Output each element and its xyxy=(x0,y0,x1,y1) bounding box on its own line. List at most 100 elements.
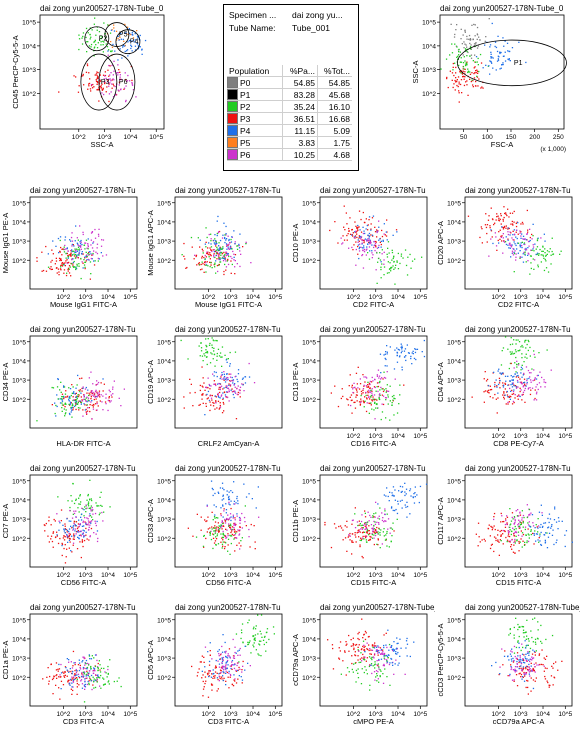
event-point-p2 xyxy=(365,539,367,541)
event-point-p2 xyxy=(87,253,89,255)
event-point-p4 xyxy=(214,514,216,516)
event-point-p4 xyxy=(425,483,428,485)
event-point-p4 xyxy=(209,642,211,644)
event-point-p6 xyxy=(94,228,96,231)
event-point-p2 xyxy=(229,351,231,354)
event-point-p6 xyxy=(81,683,84,685)
event-point-p2 xyxy=(63,386,66,388)
event-point-p6 xyxy=(517,386,519,388)
event-point-p3 xyxy=(337,405,340,408)
event-point-p2 xyxy=(72,513,74,515)
y-tick-label: 10^5 xyxy=(302,478,316,485)
event-point-p3 xyxy=(342,660,344,662)
x-tick-label: 10^5 xyxy=(123,572,137,579)
event-point-p2 xyxy=(209,362,212,364)
event-point-p4 xyxy=(134,45,137,47)
event-point-p4 xyxy=(490,229,492,231)
event-point-p3 xyxy=(338,657,340,659)
event-point-p4 xyxy=(226,657,229,659)
event-point-p2 xyxy=(205,338,207,340)
event-point-p6 xyxy=(514,250,516,252)
event-point-p2 xyxy=(253,626,255,628)
event-point-p2 xyxy=(391,402,393,404)
event-point-p6 xyxy=(535,393,538,395)
event-point-p4 xyxy=(218,649,220,651)
plot-frame xyxy=(39,14,165,130)
event-point-p6 xyxy=(104,75,106,77)
event-point-p3 xyxy=(217,688,219,690)
event-point-p6 xyxy=(77,673,80,675)
event-point-p4 xyxy=(88,672,90,674)
event-point-p4 xyxy=(494,384,496,386)
event-point-p4 xyxy=(219,377,221,380)
event-point-p4 xyxy=(64,239,66,241)
event-point-p6 xyxy=(244,521,246,523)
event-point-p3 xyxy=(219,672,221,674)
event-point-p2 xyxy=(252,628,255,630)
event-point-p3 xyxy=(60,680,63,682)
population-swatch xyxy=(227,136,238,149)
event-point-p4 xyxy=(73,245,75,247)
event-point-p4 xyxy=(510,256,512,258)
event-point-p3 xyxy=(131,79,133,82)
event-point-p3 xyxy=(97,76,99,79)
event-point-p6 xyxy=(536,374,538,377)
event-point-p3 xyxy=(357,253,359,255)
event-point-p4 xyxy=(129,39,131,42)
event-point-p2 xyxy=(520,346,522,348)
event-point-p4 xyxy=(76,403,78,405)
event-point-p4 xyxy=(393,641,395,643)
event-point-p6 xyxy=(102,255,104,257)
event-point-p2 xyxy=(80,501,82,503)
event-point-p3 xyxy=(227,244,229,246)
event-point-p6 xyxy=(505,519,507,522)
event-point-p4 xyxy=(412,350,414,352)
event-point-p3 xyxy=(506,516,509,518)
event-point-p4 xyxy=(80,403,82,405)
event-point-p2 xyxy=(544,258,546,261)
event-point-p6 xyxy=(361,514,363,516)
event-point-p2 xyxy=(212,547,214,550)
event-point-p2 xyxy=(544,252,546,254)
y-axis-label: CD4 APC-A xyxy=(436,362,445,402)
legend-row: P5 3.83 1.75 xyxy=(227,136,352,149)
event-point-p2 xyxy=(213,534,215,536)
event-point-p6 xyxy=(77,244,79,246)
event-point-p3 xyxy=(223,677,225,679)
event-point-p6 xyxy=(370,524,373,526)
event-point-p3 xyxy=(458,92,460,94)
event-point-p6 xyxy=(349,535,351,537)
y-tick-label: 10^4 xyxy=(302,497,316,504)
event-point-p4 xyxy=(69,678,72,681)
event-point-p3 xyxy=(91,392,93,395)
event-point-p3 xyxy=(364,510,366,512)
event-point-p3 xyxy=(357,655,359,657)
event-point-p2 xyxy=(221,365,223,367)
event-point-p6 xyxy=(386,659,388,661)
event-point-p6 xyxy=(212,373,214,375)
event-point-p2 xyxy=(215,517,218,519)
event-point-p4 xyxy=(376,646,378,648)
event-point-p4 xyxy=(492,242,494,245)
event-point-p6 xyxy=(95,384,97,386)
event-point-p3 xyxy=(96,401,98,403)
event-point-p4 xyxy=(214,492,216,495)
event-point-p3 xyxy=(68,261,70,264)
event-point-p2 xyxy=(559,253,561,255)
event-point-p2 xyxy=(54,412,56,415)
event-point-p4 xyxy=(218,663,221,665)
event-point-p4 xyxy=(98,258,100,260)
event-point-p6 xyxy=(378,375,381,377)
event-point-p6 xyxy=(513,367,515,369)
event-point-p3 xyxy=(70,255,72,257)
event-point-p2 xyxy=(216,533,219,535)
event-point-p3 xyxy=(231,526,234,528)
event-point-p2 xyxy=(248,641,250,644)
event-point-p4 xyxy=(227,253,229,255)
event-point-p6 xyxy=(374,418,376,420)
scatter-plot: dai zong yun200527-178N-Tube_0(10^2 10^3 1… xyxy=(290,603,435,731)
event-point-p4 xyxy=(82,533,84,535)
event-point-p2 xyxy=(221,356,223,358)
event-point-p6 xyxy=(239,519,241,521)
event-point-p2 xyxy=(202,545,205,547)
